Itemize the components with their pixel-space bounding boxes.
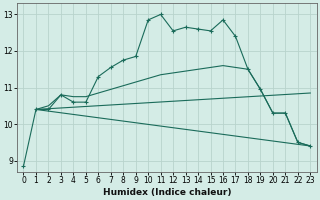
X-axis label: Humidex (Indice chaleur): Humidex (Indice chaleur): [103, 188, 231, 197]
